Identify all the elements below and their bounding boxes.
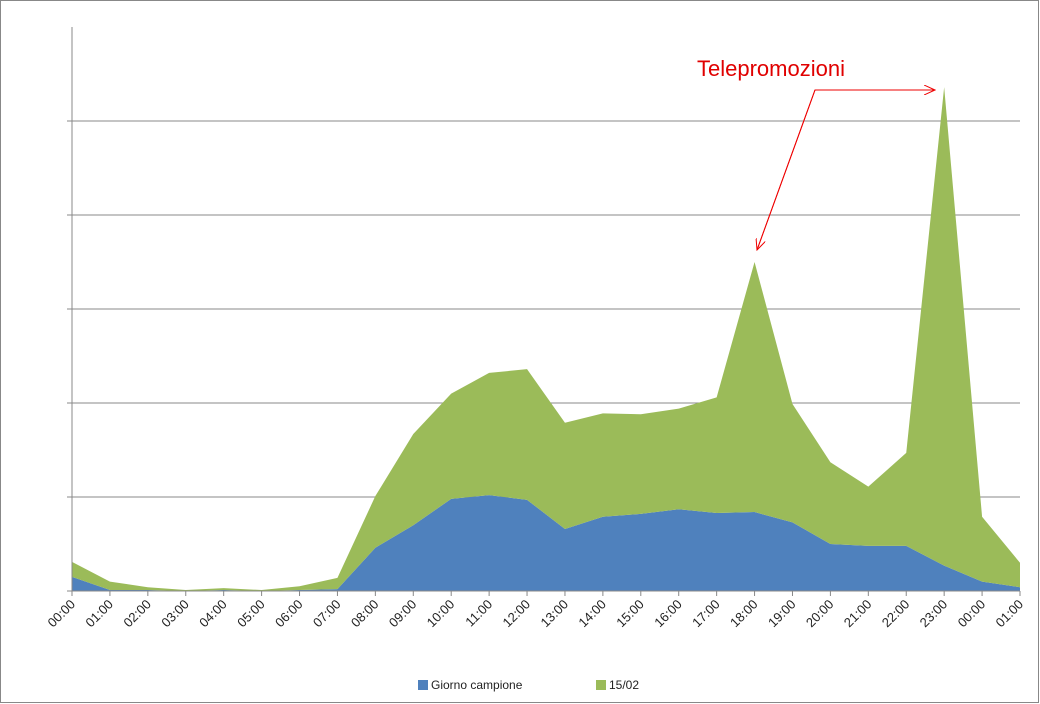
- legend-swatch: [418, 680, 428, 690]
- arrow-head: [757, 89, 816, 250]
- legend-label: 15/02: [609, 678, 639, 692]
- legend-label: Giorno campione: [431, 678, 523, 692]
- area: [72, 87, 1020, 591]
- legend-swatch: [596, 680, 606, 690]
- annotation: Telepromozioni: [697, 56, 845, 81]
- area: [72, 495, 1020, 591]
